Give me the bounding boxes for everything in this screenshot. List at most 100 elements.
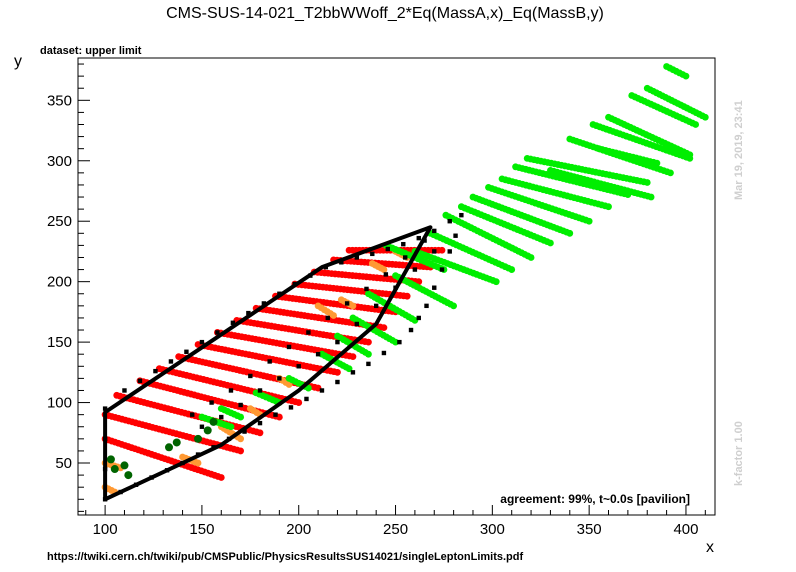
reference-marker bbox=[459, 212, 464, 218]
kfactor-label: k-factor 1.00 bbox=[733, 421, 745, 486]
reference-marker bbox=[137, 378, 143, 384]
allowed-point bbox=[682, 72, 690, 80]
reference-marker bbox=[257, 420, 263, 426]
reference-marker bbox=[432, 249, 437, 254]
reference-marker bbox=[308, 273, 313, 278]
reference-marker bbox=[416, 315, 421, 321]
reference-marker bbox=[315, 352, 321, 357]
x-tick-label: 400 bbox=[673, 521, 698, 538]
allowed-point bbox=[527, 254, 535, 261]
allowed-point bbox=[227, 423, 235, 431]
reference-marker bbox=[219, 414, 224, 420]
x-tick-label: 150 bbox=[189, 521, 214, 538]
excluded-point bbox=[403, 292, 411, 300]
plot-frame bbox=[77, 57, 716, 516]
reference-marker bbox=[319, 388, 325, 393]
x-tick-label: 100 bbox=[93, 521, 118, 538]
reference-marker bbox=[184, 349, 189, 354]
reference-marker bbox=[408, 327, 414, 333]
reference-marker bbox=[432, 285, 437, 290]
reference-marker bbox=[199, 424, 205, 429]
agreement-label: agreement: 99%, t~0.0s [pavilion] bbox=[500, 492, 690, 506]
reference-marker bbox=[261, 301, 267, 306]
excluded-point bbox=[295, 399, 303, 406]
reference-marker bbox=[133, 482, 139, 487]
dark-excluded-point bbox=[209, 417, 218, 426]
reference-marker bbox=[190, 412, 195, 417]
reference-marker bbox=[354, 255, 360, 260]
near-boundary-point bbox=[380, 266, 388, 273]
reference-marker bbox=[199, 339, 205, 345]
allowed-point bbox=[692, 121, 700, 128]
reference-marker bbox=[122, 388, 127, 393]
reference-marker bbox=[366, 361, 371, 367]
reference-marker bbox=[238, 402, 243, 408]
reference-marker bbox=[401, 241, 406, 247]
reference-marker bbox=[211, 445, 216, 450]
axes-layer: 100 150 200 250 300 350 400 50 100 150 200 250 300 35… bbox=[47, 63, 706, 538]
allowed-point bbox=[508, 266, 516, 273]
y-tick-label: 350 bbox=[47, 92, 72, 109]
reference-marker bbox=[102, 406, 108, 411]
dark-excluded-point bbox=[110, 465, 119, 474]
excluded-point bbox=[380, 324, 388, 332]
y-tick-label: 150 bbox=[47, 334, 72, 351]
reference-marker bbox=[277, 291, 282, 296]
reference-marker bbox=[242, 429, 247, 434]
near-boundary-point bbox=[330, 312, 337, 319]
reference-marker bbox=[344, 301, 350, 306]
allowed-point bbox=[547, 239, 554, 247]
chart-title: CMS-SUS-14-021_T2bbWWoff_2*Eq(MassA,x)_E… bbox=[166, 5, 604, 22]
reference-marker bbox=[412, 267, 418, 272]
allowed-point bbox=[585, 217, 593, 225]
allowed-point bbox=[686, 151, 694, 159]
near-boundary-point bbox=[194, 459, 202, 467]
y-tick-label: 200 bbox=[47, 274, 72, 291]
x-tick-label: 350 bbox=[577, 521, 602, 538]
allowed-point bbox=[237, 413, 245, 421]
reference-marker bbox=[102, 497, 108, 502]
allowed-point bbox=[701, 113, 709, 121]
reference-marker bbox=[102, 436, 108, 442]
x-tick-label: 250 bbox=[383, 521, 408, 538]
allowed-point bbox=[450, 302, 458, 310]
timestamp-label: Mar 19, 2019, 23:41 bbox=[733, 100, 745, 200]
reference-marker bbox=[393, 285, 398, 290]
official-contour-line bbox=[103, 225, 433, 502]
reference-marker bbox=[164, 468, 170, 473]
y-axis-label: y bbox=[14, 53, 22, 70]
reference-marker bbox=[248, 373, 253, 379]
allowed-point bbox=[492, 278, 500, 286]
reference-marker bbox=[335, 339, 340, 345]
reference-marker bbox=[381, 350, 387, 356]
allowed-point bbox=[566, 229, 574, 237]
dark-excluded-point bbox=[120, 461, 129, 470]
dataset-label: dataset: upper limit bbox=[40, 45, 142, 57]
reference-marker bbox=[102, 466, 108, 472]
reference-marker bbox=[118, 489, 123, 495]
reference-marker bbox=[373, 303, 379, 309]
x-axis-label: x bbox=[706, 539, 714, 556]
dark-excluded-point bbox=[172, 438, 181, 447]
allowed-point bbox=[605, 203, 612, 211]
data-layer bbox=[101, 63, 709, 502]
reference-marker bbox=[325, 315, 330, 321]
reference-marker bbox=[439, 267, 445, 272]
dark-excluded-point bbox=[124, 471, 133, 480]
excluded-point bbox=[217, 474, 225, 481]
y-tick-label: 50 bbox=[55, 455, 72, 472]
reference-marker bbox=[257, 388, 263, 393]
reference-marker bbox=[195, 452, 201, 457]
reference-marker bbox=[209, 400, 214, 405]
allowed-point bbox=[653, 159, 661, 167]
reference-marker bbox=[228, 388, 234, 393]
reference-marker bbox=[168, 359, 174, 364]
reference-marker bbox=[432, 228, 437, 234]
excluded-point bbox=[365, 338, 372, 346]
reference-marker bbox=[453, 233, 458, 238]
near-boundary-point bbox=[349, 302, 357, 310]
allowed-point bbox=[647, 193, 655, 201]
reference-marker bbox=[230, 320, 236, 325]
reference-marker bbox=[424, 303, 429, 309]
reference-marker bbox=[403, 255, 408, 260]
